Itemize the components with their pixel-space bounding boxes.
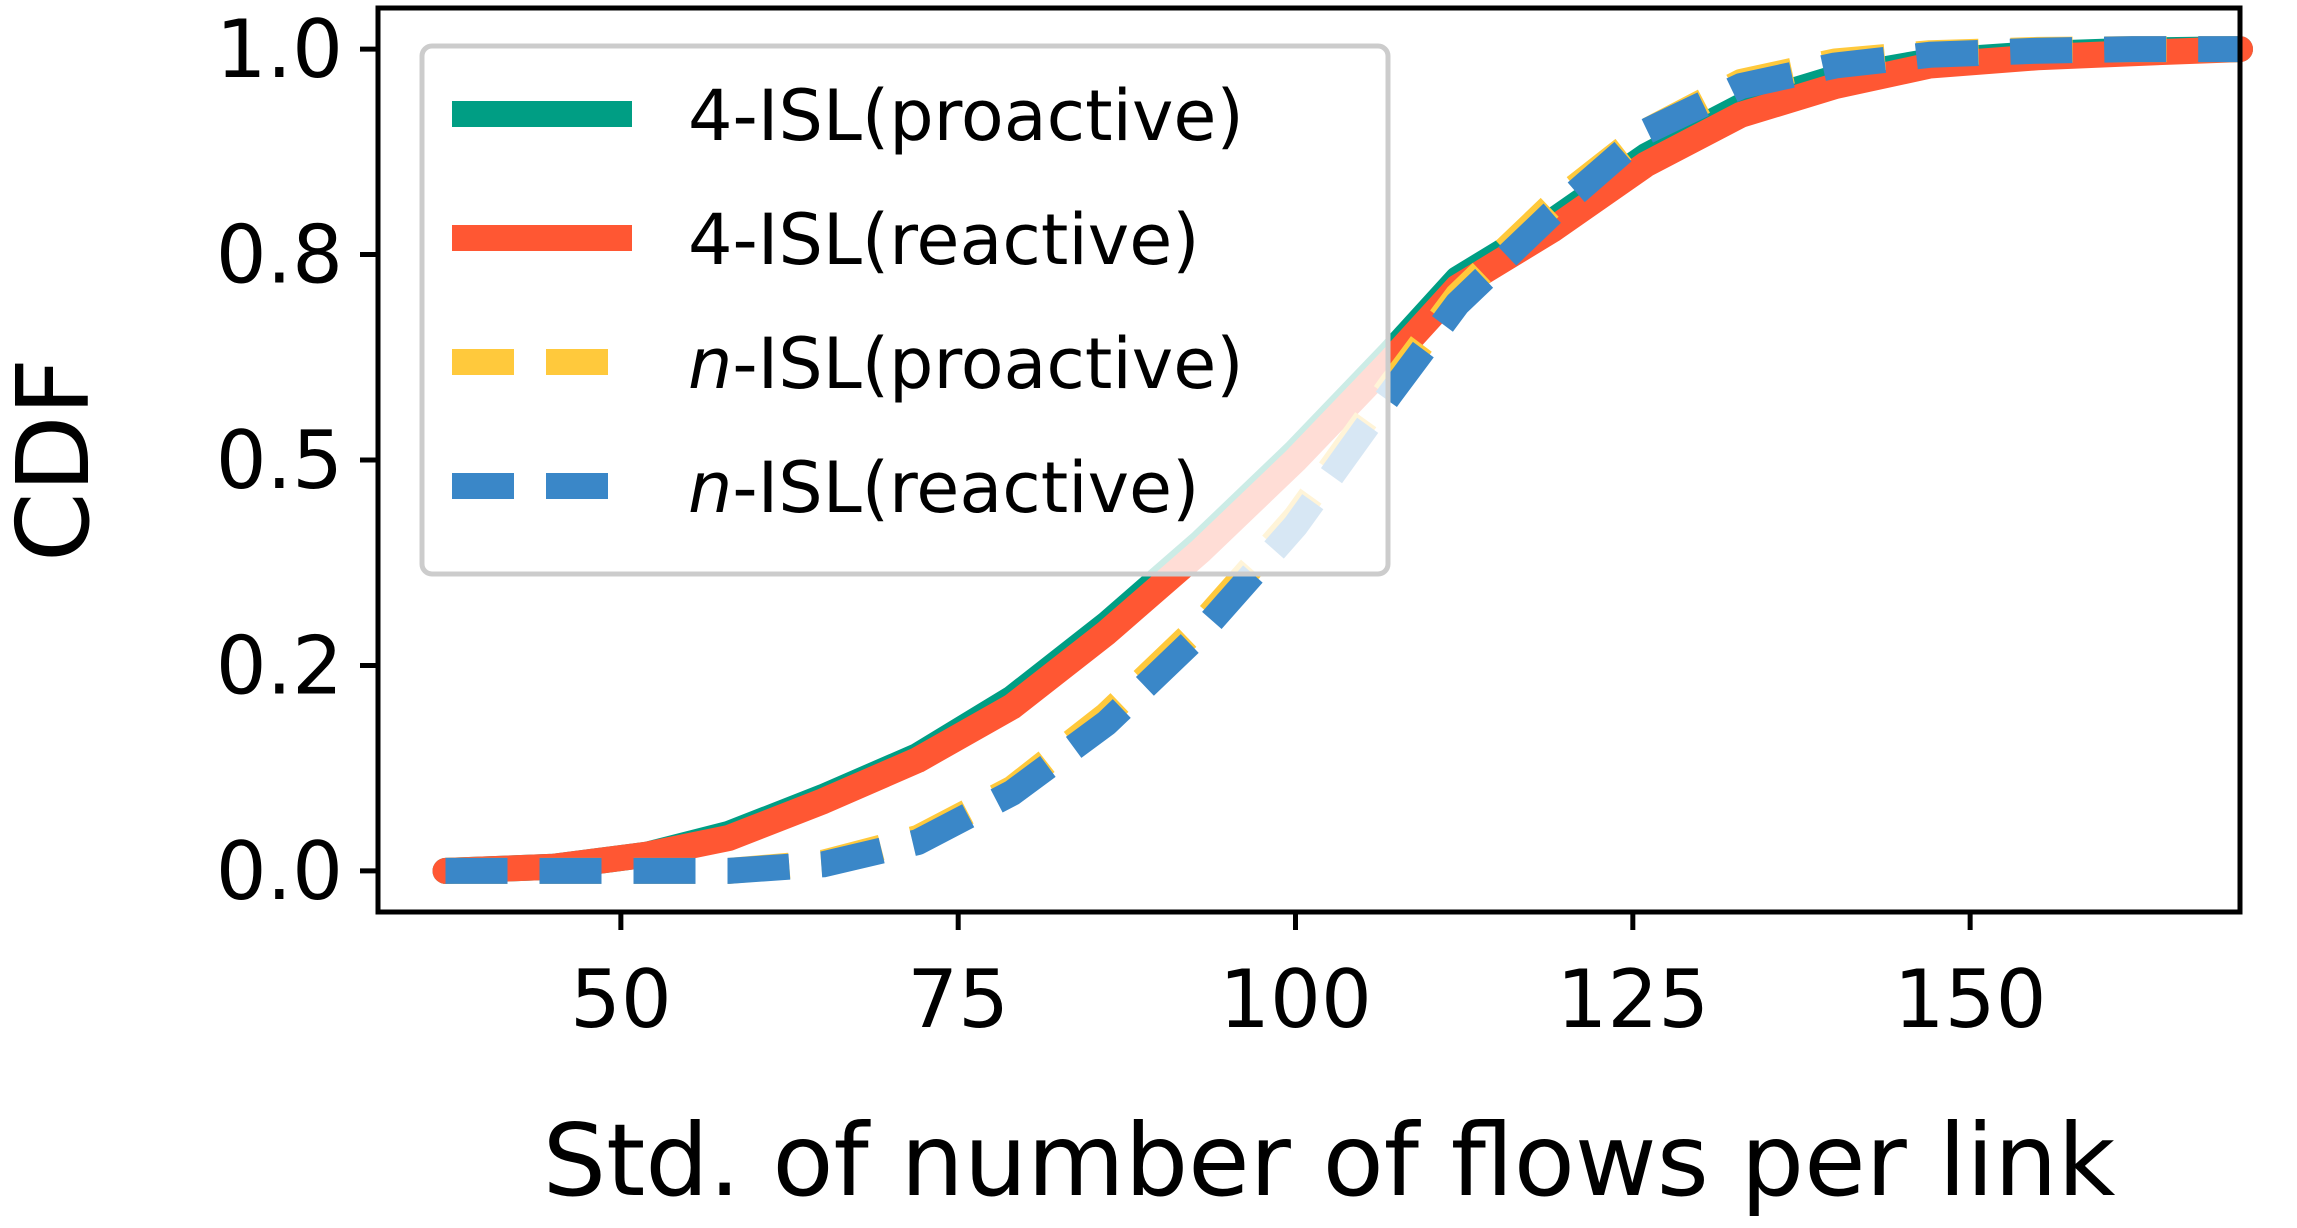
y-tick-label: 0.8 xyxy=(216,209,343,302)
legend-frame xyxy=(419,43,1391,577)
y-axis-label: CDF xyxy=(0,358,112,562)
y-tick-label: 0.0 xyxy=(216,825,343,918)
x-tick-label: 150 xyxy=(1894,953,2047,1046)
legend-label: 4-ISL(proactive) xyxy=(688,75,1244,157)
x-tick-label: 75 xyxy=(907,953,1009,1046)
y-tick-label: 0.2 xyxy=(216,619,343,712)
axis-ticks: 50 75 100 125 150 0.0 0.2 0.5 0.8 1.0 xyxy=(216,3,2047,1046)
legend-label: n-ISL(proactive) xyxy=(688,323,1244,405)
legend-label: 4-ISL(reactive) xyxy=(688,199,1200,281)
legend-label: n-ISL(reactive) xyxy=(688,447,1199,529)
x-tick-label: 100 xyxy=(1219,953,1372,1046)
legend: 4-ISL(proactive) 4-ISL(reactive) n-ISL(pro… xyxy=(419,43,1391,577)
x-tick-label: 125 xyxy=(1556,953,1709,1046)
x-tick-label: 50 xyxy=(570,953,672,1046)
y-tick-label: 0.5 xyxy=(216,414,343,507)
x-axis-label: Std. of number of flows per link xyxy=(543,1102,2116,1219)
y-tick-label: 1.0 xyxy=(216,3,343,96)
